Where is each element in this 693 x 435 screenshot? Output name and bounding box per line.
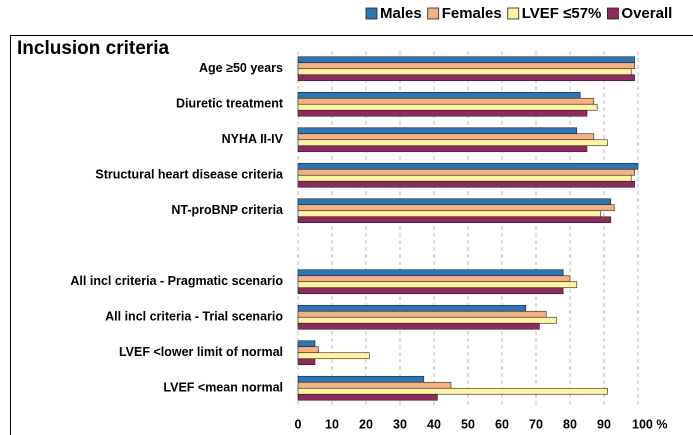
y-tick-label: Structural heart disease criteria <box>95 168 284 182</box>
x-tick-label: 60 <box>495 417 509 431</box>
bar <box>297 91 581 99</box>
chart-frame <box>10 35 693 435</box>
x-tick-label: 20 <box>359 417 373 431</box>
bar <box>297 109 588 117</box>
bar <box>297 393 438 401</box>
bar <box>297 97 595 105</box>
bar <box>297 322 540 330</box>
y-tick-label: Age ≥50 years <box>199 61 283 75</box>
legend-label: Males <box>380 5 422 22</box>
bar <box>297 204 615 212</box>
bar <box>297 139 608 147</box>
chart-title: Inclusion criteria <box>17 38 169 59</box>
x-tick-label: 50 <box>461 417 475 431</box>
bar <box>297 68 632 76</box>
bar <box>297 216 612 224</box>
bar <box>297 210 601 218</box>
legend-swatch <box>427 7 440 20</box>
bar <box>297 162 639 170</box>
bar <box>297 269 564 277</box>
bar <box>297 381 452 389</box>
x-tick-label: 40 <box>427 417 441 431</box>
bar <box>297 304 527 312</box>
bar <box>297 74 635 82</box>
bar <box>297 145 588 153</box>
bar <box>297 310 547 318</box>
bar <box>297 103 598 111</box>
x-tick-label: 10 <box>325 417 339 431</box>
bar <box>297 358 316 366</box>
legend-swatch <box>365 7 378 20</box>
legend-label: Overall <box>621 5 672 22</box>
legend-swatch <box>507 7 520 20</box>
bar <box>297 340 316 348</box>
legend-swatch <box>607 7 619 20</box>
bar <box>297 56 635 64</box>
bar <box>297 275 571 283</box>
bar <box>297 180 635 188</box>
y-tick-label: All incl criteria - Trial scenario <box>105 310 283 324</box>
bar <box>297 133 595 141</box>
y-tick-label: NYHA II-IV <box>222 132 284 146</box>
x-tick-label: 100 % <box>632 417 667 431</box>
x-tick-label: 70 <box>529 417 543 431</box>
y-tick-label: All incl criteria - Pragmatic scenario <box>70 274 283 288</box>
y-tick-label: Diuretic treatment <box>176 97 284 111</box>
bar <box>297 174 632 182</box>
y-tick-label: LVEF <mean normal <box>163 381 283 395</box>
bar <box>297 198 612 206</box>
bar <box>297 127 578 135</box>
x-tick-label: 30 <box>393 417 407 431</box>
y-tick-label: NT-proBNP criteria <box>171 203 284 217</box>
x-tick-label: 80 <box>563 417 577 431</box>
bar <box>297 168 635 176</box>
bar <box>297 346 319 354</box>
bar <box>297 316 557 324</box>
bar <box>297 375 425 383</box>
x-tick-label: 90 <box>597 417 611 431</box>
legend-label: LVEF ≤57% <box>522 5 602 22</box>
bar <box>297 281 578 289</box>
bar <box>297 387 608 395</box>
bar <box>297 62 635 70</box>
bar <box>297 287 564 295</box>
legend-label: Females <box>442 5 502 22</box>
bar <box>297 352 370 360</box>
x-tick-label: 0 <box>295 417 302 431</box>
y-tick-label: LVEF <lower limit of normal <box>119 345 283 359</box>
